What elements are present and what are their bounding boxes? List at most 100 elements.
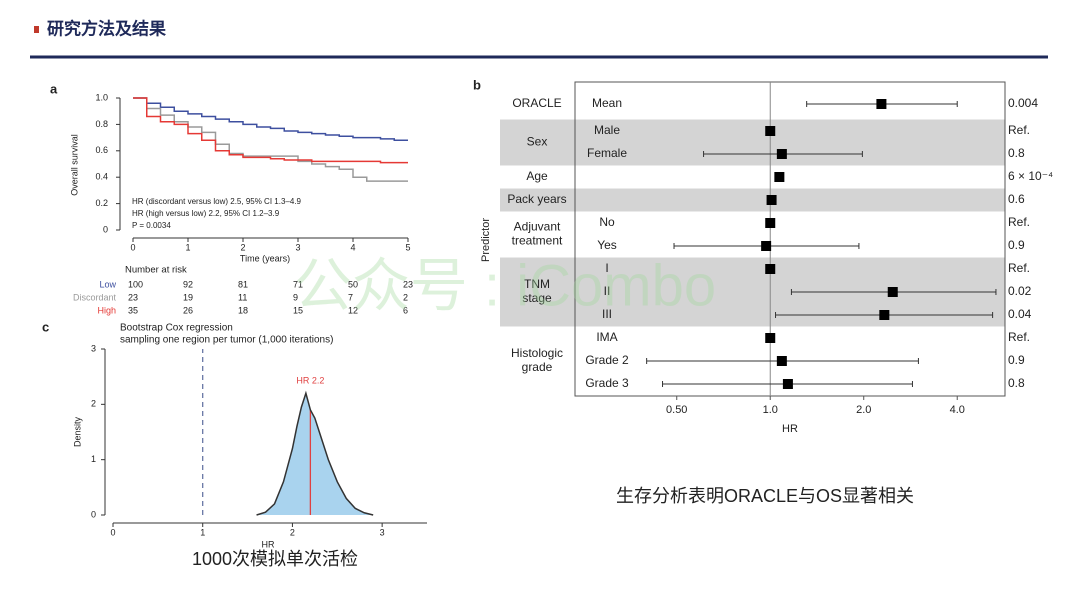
- row-label: Grade 2: [585, 353, 629, 367]
- p-value: Ref.: [1008, 123, 1030, 137]
- group-label: treatment: [512, 234, 563, 248]
- annotation: P = 0.0034: [132, 221, 171, 230]
- p-value: 0.8: [1008, 146, 1025, 160]
- group-label: ORACLE: [512, 96, 561, 110]
- p-value: 0.8: [1008, 376, 1025, 390]
- hr-point: [879, 310, 890, 320]
- x-tick-label: 0: [130, 242, 135, 252]
- risk-row-label: Low: [99, 279, 116, 289]
- x-tick-label: 3: [380, 527, 385, 537]
- group-band: [500, 188, 1005, 212]
- y-tick-label: 0.2: [95, 198, 108, 208]
- hr-point: [765, 333, 776, 343]
- survival-curve: [133, 97, 408, 141]
- p-value: 0.9: [1008, 353, 1025, 367]
- hr-point: [761, 241, 772, 251]
- p-value: Ref.: [1008, 330, 1030, 344]
- density-area: [256, 393, 374, 515]
- p-value: 0.02: [1008, 284, 1032, 298]
- risk-count: 7: [348, 292, 353, 302]
- hr-point: [765, 264, 776, 274]
- group-label: Age: [526, 169, 548, 183]
- slide-title: 研究方法及结果: [47, 18, 166, 38]
- x-tick-label: 1: [185, 242, 190, 252]
- panel-label: a: [50, 81, 58, 96]
- risk-count: 100: [128, 279, 143, 289]
- x-axis-label: Time (years): [240, 253, 290, 263]
- risk-count: 6: [403, 305, 408, 315]
- row-label: Mean: [592, 96, 622, 110]
- risk-count: 12: [348, 305, 358, 315]
- plot-frame: [574, 81, 1006, 397]
- group-label: TNM: [524, 277, 550, 291]
- hr-point: [765, 218, 776, 228]
- y-tick-label: 0.8: [95, 119, 108, 129]
- x-tick-label: 2: [240, 242, 245, 252]
- caption: 1000次模拟单次活检: [192, 549, 358, 569]
- y-axis-label: Predictor: [480, 218, 492, 262]
- row-label: IMA: [596, 330, 617, 344]
- y-tick-label: 0: [91, 509, 96, 519]
- p-value: 6 × 10⁻⁴: [1008, 169, 1053, 183]
- x-tick-label: 4: [350, 242, 355, 252]
- p-value: Ref.: [1008, 261, 1030, 275]
- p-value: 0.9: [1008, 238, 1025, 252]
- p-value: 0.004: [1008, 96, 1038, 110]
- row-label: Male: [594, 123, 620, 137]
- annotation: HR (high versus low) 2.2, 95% CI 1.2–3.9: [132, 209, 280, 218]
- row-label: Yes: [597, 238, 617, 252]
- row-label: I: [605, 261, 608, 275]
- hr-point: [774, 172, 785, 182]
- risk-row-label: High: [97, 305, 116, 315]
- row-label: Female: [587, 146, 627, 160]
- hr-point: [765, 126, 776, 136]
- p-value: Ref.: [1008, 215, 1030, 229]
- y-tick-label: 3: [91, 343, 96, 353]
- panel-label: c: [42, 319, 49, 334]
- x-tick-label: 3: [295, 242, 300, 252]
- panel-label: b: [473, 77, 481, 92]
- risk-count: 81: [238, 279, 248, 289]
- hr-marker-label: HR 2.2: [296, 376, 324, 386]
- x-axis-label: HR: [782, 423, 798, 435]
- risk-count: 19: [183, 292, 193, 302]
- caption: 生存分析表明ORACLE与OS显著相关: [616, 486, 914, 506]
- survival-curve: [133, 97, 408, 182]
- hr-point: [766, 195, 777, 205]
- row-label: No: [599, 215, 615, 229]
- risk-row-label: Discordant: [73, 292, 117, 302]
- x-tick-label: 0: [110, 527, 115, 537]
- title-marker: [34, 26, 39, 33]
- x-tick-label: 2: [290, 527, 295, 537]
- survival-curve: [133, 97, 408, 164]
- density-line: [256, 390, 374, 516]
- annotation: HR (discordant versus low) 2.5, 95% CI 1…: [132, 197, 302, 206]
- row-label: III: [602, 307, 612, 321]
- y-axis-label: Overall survival: [69, 134, 79, 196]
- row-label: II: [604, 284, 611, 298]
- x-tick-label: 5: [405, 242, 410, 252]
- risk-count: 18: [238, 305, 248, 315]
- y-tick-label: 0: [103, 224, 108, 234]
- group-label: Sex: [527, 135, 548, 149]
- risk-count: 2: [403, 292, 408, 302]
- y-tick-label: 0.4: [95, 172, 108, 182]
- x-tick-label: 4.0: [950, 404, 965, 416]
- risk-count: 23: [403, 279, 413, 289]
- risk-count: 9: [293, 292, 298, 302]
- group-label: stage: [522, 291, 552, 305]
- risk-count: 50: [348, 279, 358, 289]
- risk-count: 35: [128, 305, 138, 315]
- x-tick-label: 1.0: [763, 404, 778, 416]
- risk-table-title: Number at risk: [125, 265, 187, 276]
- y-tick-label: 2: [91, 399, 96, 409]
- risk-count: 11: [238, 292, 247, 302]
- chart-title: sampling one region per tumor (1,000 ite…: [120, 335, 333, 346]
- hr-point: [876, 99, 887, 109]
- risk-count: 92: [183, 279, 193, 289]
- hr-point: [776, 149, 787, 159]
- x-tick-label: 0.50: [666, 404, 687, 416]
- group-label: Histologic: [511, 346, 563, 360]
- watermark: 公众号 : iCombo: [294, 253, 716, 318]
